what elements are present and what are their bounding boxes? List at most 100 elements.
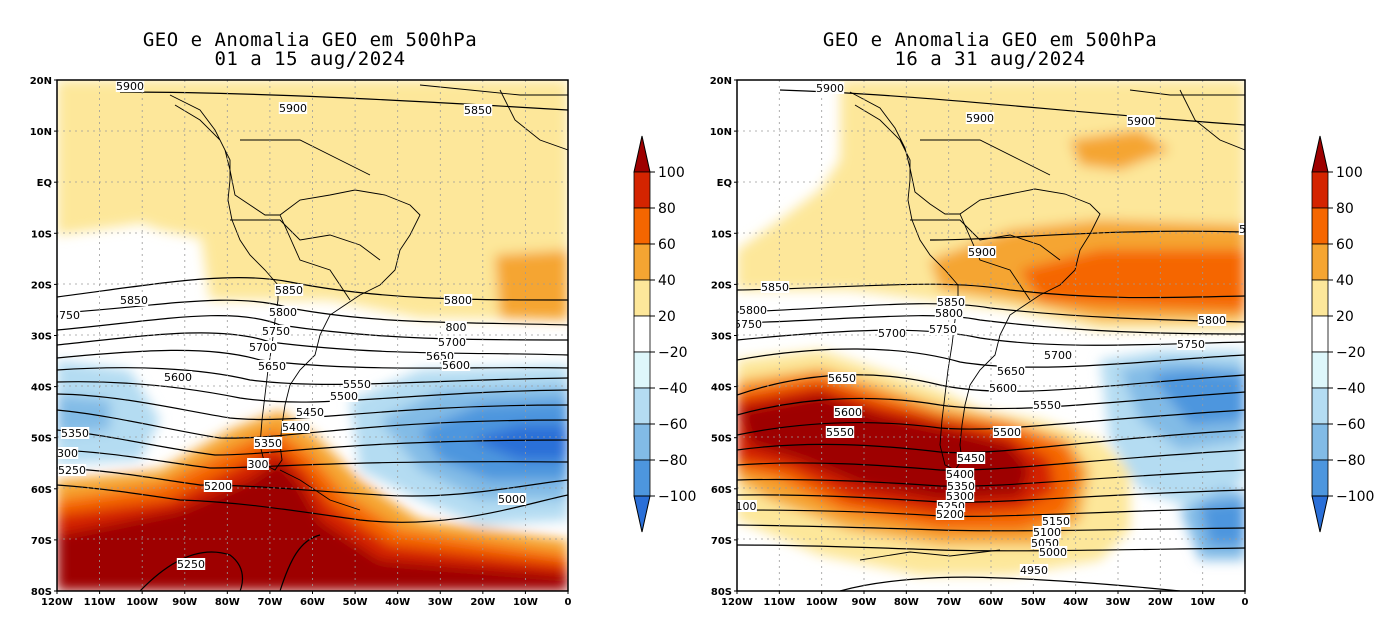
- contour-label-bg: [1258, 292, 1286, 304]
- contour-label-bg: [815, 82, 845, 94]
- colorbar-label: −80: [1336, 453, 1366, 469]
- colorbar-segment: [1311, 459, 1329, 497]
- longitude-label: 100W: [806, 597, 838, 608]
- colorbar-segment: [1311, 207, 1329, 245]
- contour-label: 300: [248, 458, 269, 471]
- latitude-label: 30S: [31, 332, 52, 343]
- contour-label-bg: [443, 294, 473, 306]
- coastlines: [849, 89, 1245, 561]
- lat-lon-grid: [57, 80, 568, 591]
- longitude-label: 30W: [428, 597, 453, 608]
- contour-label-bg: [965, 112, 995, 124]
- colorbar-segment: [633, 351, 651, 389]
- contour-label-bg: [1197, 314, 1227, 326]
- longitude-label: 50W: [343, 597, 368, 608]
- contour-label: 5750: [734, 318, 762, 331]
- latitude-label: EQ: [37, 178, 52, 189]
- contour-label: 5300: [50, 447, 78, 460]
- contour-label: 5700: [878, 327, 906, 340]
- longitude-label: 20W: [1148, 597, 1173, 608]
- contour-label: 5650: [258, 360, 286, 373]
- contour-label-bg: [176, 558, 206, 570]
- contour-label-bg: [1043, 349, 1073, 361]
- contour-label-bg: [57, 464, 87, 476]
- contour-label: 5850: [464, 104, 492, 117]
- contour-label-bg: [946, 480, 976, 492]
- longitude-label: 80W: [894, 597, 919, 608]
- latitude-label: 70S: [31, 536, 52, 547]
- contour-label: 5900: [116, 80, 144, 93]
- longitude-labels: 120W 110W 100W 90W 80W 70W 60W 50W 40W 30W 20W 10W 0: [41, 591, 572, 608]
- contour-label: 5850: [761, 281, 789, 294]
- contour-label-bg: [1126, 115, 1156, 127]
- contour-label-bg: [119, 294, 149, 306]
- colorbar-label: 100: [658, 165, 685, 181]
- contour-label: 5700: [438, 336, 466, 349]
- contour-label: 5450: [296, 406, 324, 419]
- map-panel-left: GEO e Anomalia GEO em 500hPa 01 a 15 aug…: [30, 31, 697, 609]
- colorbar-label: −40: [658, 381, 688, 397]
- colorbar-label: −20: [658, 345, 688, 361]
- colorbar-label: 100: [1336, 165, 1363, 181]
- latitude-label: 10N: [30, 127, 52, 138]
- contour-label: 5800: [739, 304, 767, 317]
- contour-label-bg: [1238, 223, 1245, 235]
- contour-label-bg: [281, 421, 311, 433]
- contour-label: 5150: [1042, 515, 1070, 528]
- longitude-label: 20W: [470, 597, 495, 608]
- colorbar-label: 20: [1336, 309, 1354, 325]
- contour-label: 5500: [330, 390, 358, 403]
- longitude-label: 60W: [979, 597, 1004, 608]
- contour-label-bg: [342, 378, 372, 390]
- longitude-label: 0: [1242, 597, 1249, 608]
- longitude-label: 90W: [852, 597, 877, 608]
- colorbar-label: 60: [658, 237, 676, 253]
- longitude-label: 30W: [1106, 597, 1131, 608]
- contour-label: 5750: [929, 323, 957, 336]
- latitude-label: 20S: [711, 280, 732, 291]
- contour-label: 4950: [1020, 564, 1048, 577]
- contour-label-bg: [760, 281, 790, 293]
- colorbar-segment: [633, 207, 651, 245]
- latitude-label: 60S: [31, 485, 52, 496]
- contour-label: 5600: [989, 382, 1017, 395]
- panel-title-line2: 01 a 15 aug/2024: [214, 48, 406, 70]
- latitude-label: 40S: [31, 383, 52, 394]
- contour-label: 5800: [935, 307, 963, 320]
- contour-label: 5900: [816, 82, 844, 95]
- contour-label: 100: [736, 500, 757, 513]
- colorbar-segment: [633, 315, 651, 353]
- contour-label: 5100: [1033, 526, 1061, 539]
- contour-label: 5900: [966, 112, 994, 125]
- longitude-labels: 120W 110W 100W 90W 80W 70W 60W 50W 40W 30W 20W 10W 0: [721, 591, 1249, 608]
- colorbar-arrow-bottom: [633, 495, 651, 533]
- contour-label-bg: [1032, 526, 1062, 538]
- contour-label-bg: [737, 318, 763, 330]
- contour-label-bg: [833, 406, 863, 418]
- longitude-label: 110W: [763, 597, 795, 608]
- contour-label: 5250: [177, 558, 205, 571]
- contour-label-bg: [247, 458, 269, 470]
- latitude-label: 60S: [711, 485, 732, 496]
- map-panel-right: GEO e Anomalia GEO em 500hPa 16 a 31 aug…: [680, 0, 1398, 636]
- contour-label-bg: [934, 307, 964, 319]
- contour-label-bg: [945, 490, 975, 502]
- contour-label-bg: [827, 372, 857, 384]
- contour-label: 5500: [993, 426, 1021, 439]
- latitude-label: 50S: [31, 434, 52, 445]
- contour-label: 5600: [834, 406, 862, 419]
- colorbar-segment: [633, 279, 651, 317]
- colorbar-segment: [1311, 351, 1329, 389]
- contour-label: 5200: [936, 508, 964, 521]
- contour-label-bg: [738, 304, 768, 316]
- anomaly-shading: 5900 5900 5850 5850 5850 5800 5800 800 5750 5750 5…: [50, 80, 568, 591]
- contour-label-bg: [268, 306, 298, 318]
- contour-label: 5750: [1177, 338, 1205, 351]
- longitude-label: 40W: [1063, 597, 1088, 608]
- contour-label: 5200: [204, 480, 232, 493]
- contour-label: 5750: [262, 325, 290, 338]
- colorbar-label: −60: [1336, 417, 1366, 433]
- colorbar-label: 80: [1336, 201, 1354, 217]
- contour-label: 5650: [828, 372, 856, 385]
